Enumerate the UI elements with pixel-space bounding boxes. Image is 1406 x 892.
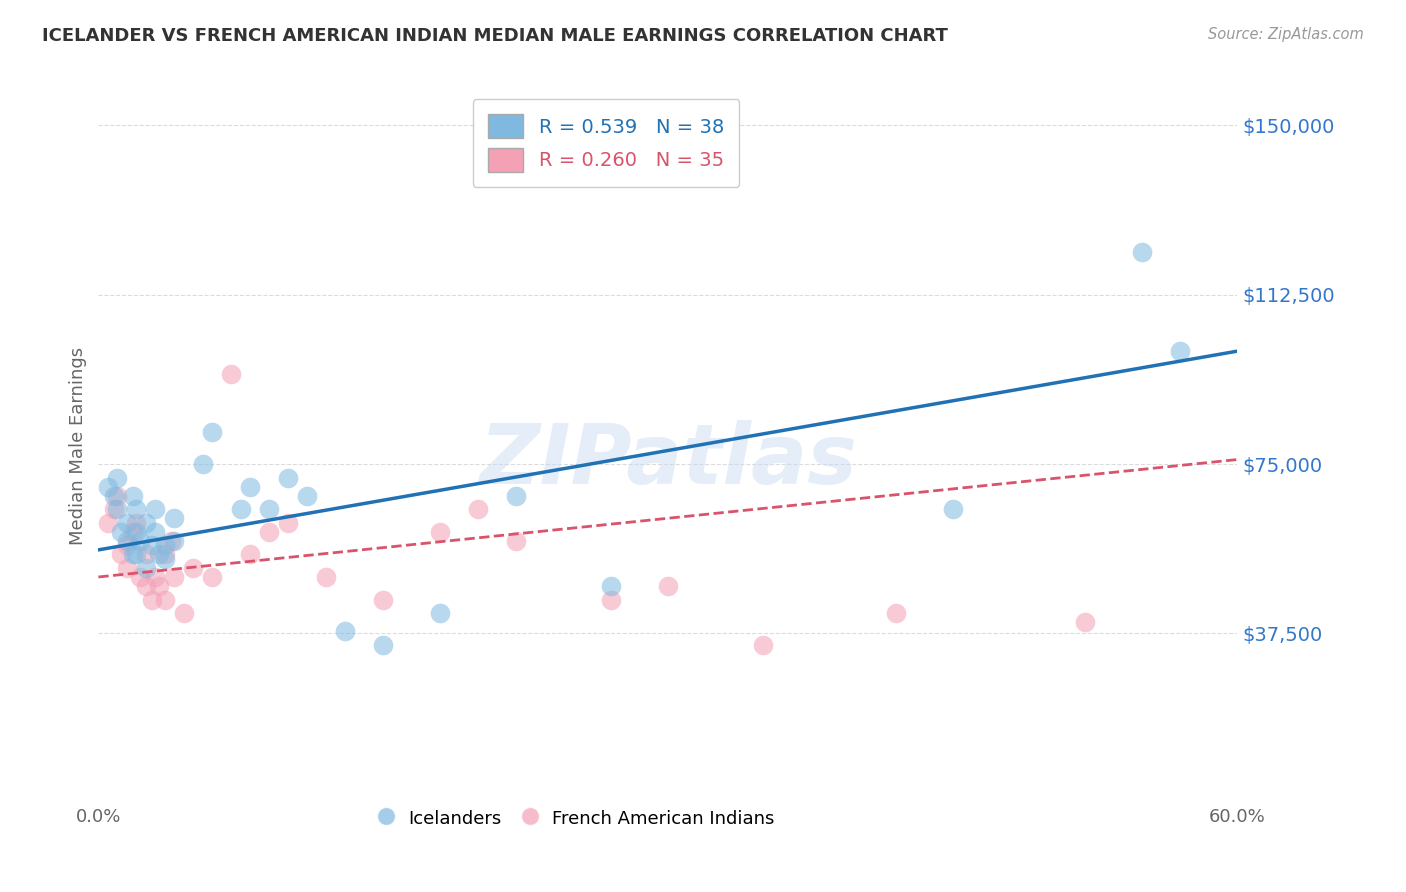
Point	[505, 533, 527, 548]
Point	[107, 470, 129, 484]
Point	[135, 548, 157, 562]
Point	[221, 367, 243, 381]
Point	[429, 606, 451, 620]
Point	[183, 561, 205, 575]
Point	[429, 524, 451, 539]
Point	[191, 457, 214, 471]
Point	[163, 570, 186, 584]
Point	[103, 502, 125, 516]
Point	[201, 570, 224, 584]
Point	[115, 538, 138, 552]
Point	[145, 524, 167, 539]
Point	[141, 538, 163, 552]
Point	[201, 425, 224, 440]
Point	[277, 470, 299, 484]
Point	[121, 489, 143, 503]
Point	[115, 561, 138, 575]
Point	[229, 502, 252, 516]
Point	[239, 480, 262, 494]
Point	[125, 502, 148, 516]
Point	[125, 524, 148, 539]
Point	[159, 533, 181, 548]
Point	[752, 638, 775, 652]
Point	[148, 548, 170, 562]
Point	[129, 533, 152, 548]
Point	[125, 516, 148, 530]
Point	[657, 579, 679, 593]
Point	[259, 502, 281, 516]
Point	[145, 502, 167, 516]
Point	[153, 538, 176, 552]
Point	[239, 548, 262, 562]
Point	[335, 624, 357, 639]
Point	[297, 489, 319, 503]
Text: Source: ZipAtlas.com: Source: ZipAtlas.com	[1208, 27, 1364, 42]
Point	[1132, 244, 1154, 259]
Point	[163, 511, 186, 525]
Point	[121, 548, 143, 562]
Point	[107, 489, 129, 503]
Point	[1074, 615, 1097, 629]
Point	[135, 516, 157, 530]
Point	[173, 606, 195, 620]
Point	[145, 570, 167, 584]
Point	[371, 592, 394, 607]
Point	[115, 516, 138, 530]
Point	[942, 502, 965, 516]
Point	[153, 552, 176, 566]
Point	[107, 502, 129, 516]
Y-axis label: Median Male Earnings: Median Male Earnings	[69, 347, 87, 545]
Point	[153, 548, 176, 562]
Point	[129, 570, 152, 584]
Point	[259, 524, 281, 539]
Point	[884, 606, 907, 620]
Point	[135, 579, 157, 593]
Point	[505, 489, 527, 503]
Legend: Icelanders, French American Indians: Icelanders, French American Indians	[373, 800, 782, 837]
Text: ZIPatlas: ZIPatlas	[479, 420, 856, 500]
Point	[1170, 344, 1192, 359]
Point	[97, 480, 120, 494]
Point	[141, 592, 163, 607]
Text: ICELANDER VS FRENCH AMERICAN INDIAN MEDIAN MALE EARNINGS CORRELATION CHART: ICELANDER VS FRENCH AMERICAN INDIAN MEDI…	[42, 27, 948, 45]
Point	[110, 524, 132, 539]
Point	[97, 516, 120, 530]
Point	[125, 548, 148, 562]
Point	[467, 502, 489, 516]
Point	[148, 579, 170, 593]
Point	[600, 579, 623, 593]
Point	[153, 592, 176, 607]
Point	[600, 592, 623, 607]
Point	[135, 561, 157, 575]
Point	[371, 638, 394, 652]
Point	[115, 533, 138, 548]
Point	[315, 570, 337, 584]
Point	[277, 516, 299, 530]
Point	[103, 489, 125, 503]
Point	[110, 548, 132, 562]
Point	[163, 533, 186, 548]
Point	[121, 524, 143, 539]
